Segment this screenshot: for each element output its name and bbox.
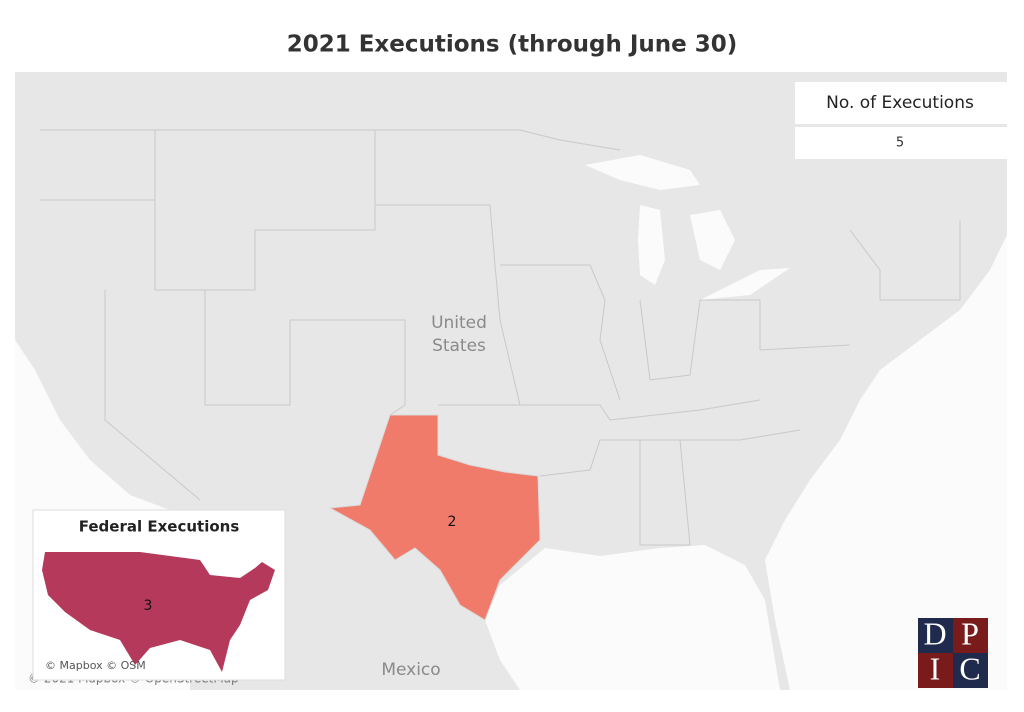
texas-region [328,414,541,621]
border-line [639,439,691,546]
dpic-logo: D P I C [918,615,988,688]
logo-tile [953,653,988,688]
legend-body [795,127,1007,159]
state-borders [40,129,961,546]
legend: No. of Executions 5 [795,82,1007,159]
atlantic-ocean [765,235,1007,690]
border-line [500,264,621,401]
border-line [375,204,521,406]
title: 2021 Executions (through June 30) [287,32,738,58]
state-value: 2 [448,514,457,530]
gulf-of-mexico [485,545,780,690]
border-line [539,429,801,477]
logo-letter: D [923,615,946,651]
legend-value: 5 [896,136,904,151]
border-line [154,130,376,291]
lake-huron [690,210,735,270]
logo-tile [953,618,988,653]
border-line [849,220,961,301]
neighbor-label: Mexico [381,660,440,680]
border-line [40,129,621,151]
country-label: United [431,313,487,333]
logo-letter: C [959,650,980,686]
inset-attribution: © Mapbox © OSM [45,659,146,672]
federal-inset: Federal Executions 3 © Mapbox © OSM [32,509,286,681]
border-line [520,399,761,421]
logo-tile [918,618,953,653]
border-line [639,299,851,381]
logo-tile [918,653,953,688]
country-label: States [432,336,486,356]
lake-superior [585,155,700,190]
lake-erie [700,268,790,300]
inset-title: Federal Executions [79,518,240,536]
border-line [204,290,406,416]
inset-value: 3 [144,598,153,614]
legend-header [795,82,1007,124]
border-line [104,290,201,501]
logo-letter: P [961,615,979,651]
lake-michigan [638,205,665,285]
us-region [42,552,275,672]
legend-title: No. of Executions [826,93,974,113]
logo-letter: I [930,650,941,686]
